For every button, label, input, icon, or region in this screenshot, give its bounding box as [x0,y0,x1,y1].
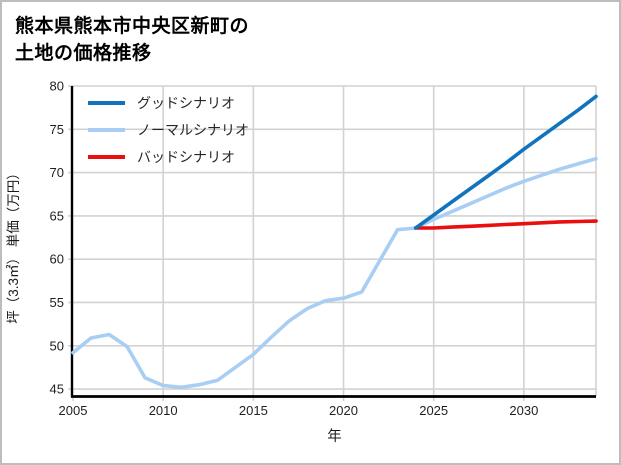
x-tick-label: 2015 [239,403,268,418]
series-line [413,156,598,230]
y-tick-label: 65 [50,208,64,223]
series-line [71,226,418,390]
series-line [413,94,598,230]
x-tick-label: 2030 [509,403,538,418]
y-tick-label: 50 [50,338,64,353]
x-tick-label: 2010 [149,403,178,418]
chart-title-line-1: 熊本県熊本市中央区新町の [15,16,250,37]
series-line [413,219,598,230]
legend-label-normal: ノーマルシナリオ [137,122,249,138]
y-tick-label: 80 [50,79,64,94]
x-tick-label: 2005 [59,403,88,418]
x-tick-label: 2020 [329,403,358,418]
y-tick-label: 60 [50,252,64,267]
y-axis-label: 坪（3.3㎡） 単価（万円） [6,166,21,324]
y-tick-label: 75 [50,122,64,137]
y-tick-label: 45 [50,382,64,397]
y-tick-label: 55 [50,295,64,310]
chart-title-line-2: 土地の価格推移 [15,43,152,64]
x-axis-label: 年 [327,428,342,445]
chart-title: 熊本県熊本市中央区新町の 土地の価格推移 [15,13,249,67]
x-tick-label: 2025 [419,403,448,418]
legend-label-good: グッドシナリオ [137,95,235,111]
legend-label-bad: バッドシナリオ [137,149,235,165]
y-tick-label: 70 [50,165,64,180]
